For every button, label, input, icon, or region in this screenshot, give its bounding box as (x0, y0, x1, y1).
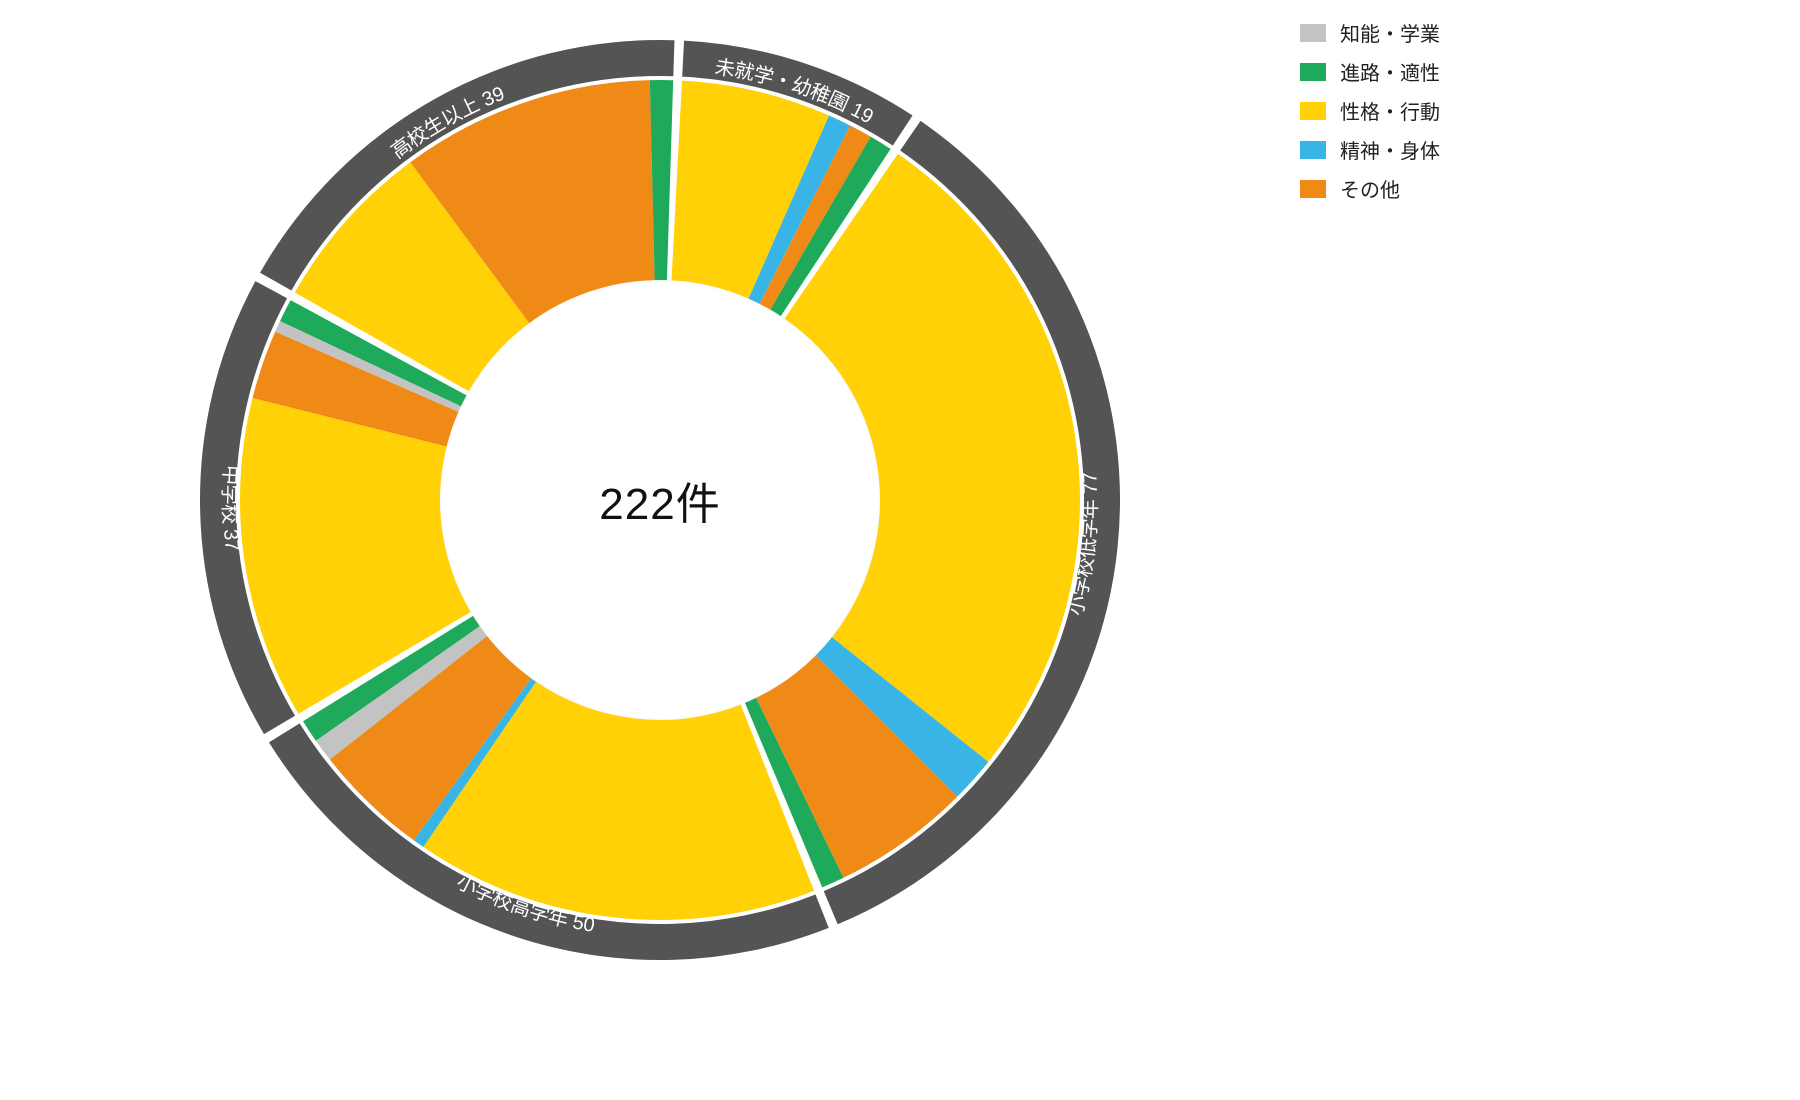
legend-item: 知能・学業 (1300, 18, 1440, 47)
legend-swatch (1300, 24, 1326, 42)
legend-swatch (1300, 63, 1326, 81)
legend-swatch (1300, 102, 1326, 120)
legend-label: その他 (1340, 174, 1400, 203)
legend-swatch (1300, 180, 1326, 198)
legend-item: 進路・適性 (1300, 57, 1440, 86)
legend-label: 精神・身体 (1340, 135, 1440, 164)
legend-label: 進路・適性 (1340, 57, 1440, 86)
legend: 知能・学業進路・適性性格・行動精神・身体その他 (1300, 18, 1440, 213)
legend-label: 知能・学業 (1340, 18, 1440, 47)
center-total-label: 222件 (599, 468, 720, 532)
outer-ring-label: 中学校 37 (218, 465, 243, 553)
legend-item: 精神・身体 (1300, 135, 1440, 164)
legend-swatch (1300, 141, 1326, 159)
legend-label: 性格・行動 (1340, 96, 1440, 125)
sunburst-chart: 未就学・幼稚園 19小学校低学年 77小学校高学年 50中学校 37高校生以上 … (0, 0, 1800, 1100)
legend-item: 性格・行動 (1300, 96, 1440, 125)
chart-svg: 未就学・幼稚園 19小学校低学年 77小学校高学年 50中学校 37高校生以上 … (0, 0, 1800, 1100)
legend-item: その他 (1300, 174, 1440, 203)
